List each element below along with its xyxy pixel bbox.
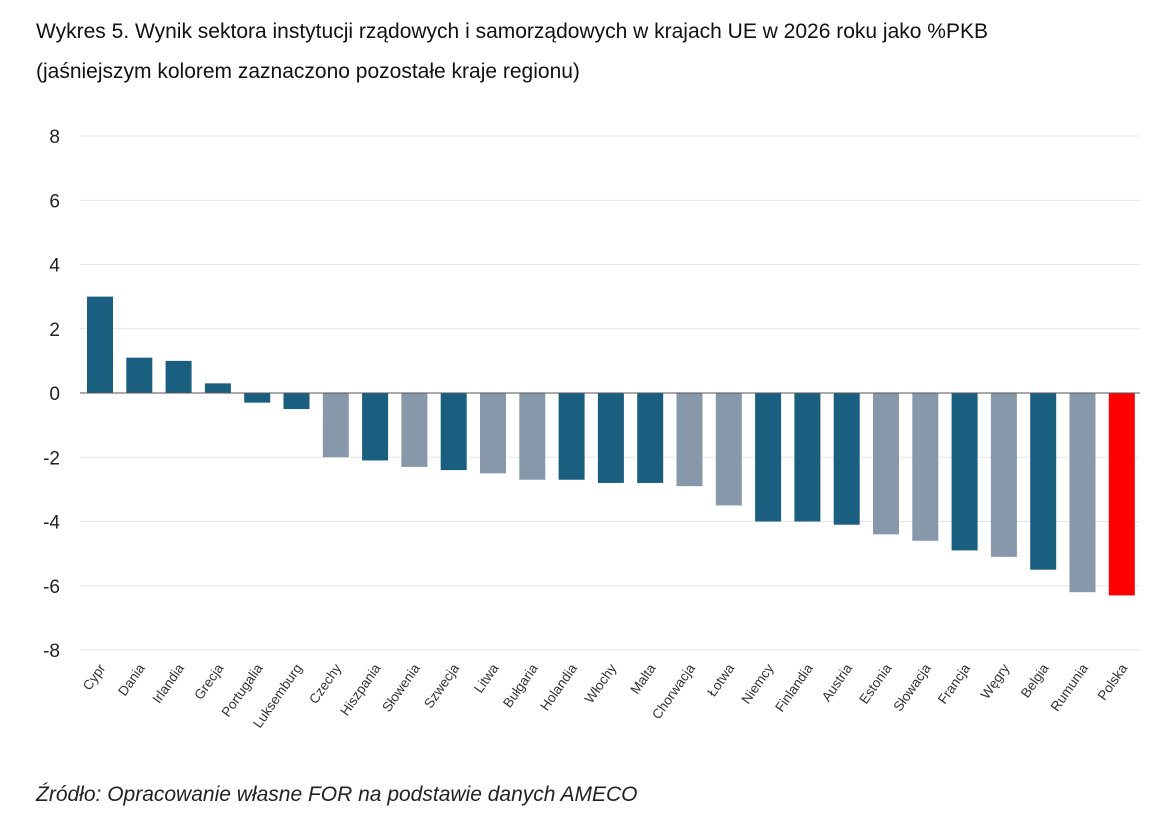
y-tick-label: 8 xyxy=(49,127,60,148)
bar-grecja xyxy=(204,383,231,393)
bar-malta xyxy=(637,393,664,483)
x-tick-label: Bułgaria xyxy=(500,661,541,711)
x-tick-label: Finlandia xyxy=(772,661,816,715)
bar-bułgaria xyxy=(519,393,546,480)
bar-holandia xyxy=(558,393,585,480)
bar-cypr xyxy=(87,296,113,393)
bar-szwecja xyxy=(440,393,467,471)
bar-chorwacja xyxy=(676,393,703,487)
source-note: Źródło: Opracowanie własne FOR na podsta… xyxy=(36,783,638,806)
bar-dania xyxy=(126,357,153,393)
chart-title: Wykres 5. Wynik sektora instytucji rządo… xyxy=(36,20,988,43)
x-tick-label: Litwa xyxy=(471,661,502,696)
x-tick-label: Austria xyxy=(819,661,856,704)
y-tick-label: 4 xyxy=(49,256,60,277)
bar-francja xyxy=(951,393,978,551)
x-tick-label: Węgry xyxy=(978,661,1013,702)
x-tick-label: Belgia xyxy=(1018,661,1052,701)
x-tick-label: Słowacja xyxy=(890,661,934,714)
bar-hiszpania xyxy=(362,393,389,461)
x-tick-label: Łotwa xyxy=(704,661,737,700)
bar-słowenia xyxy=(401,393,428,467)
y-tick-label: -2 xyxy=(43,448,60,469)
x-tick-label: Hiszpania xyxy=(337,661,384,719)
x-tick-label: Szwecja xyxy=(421,661,462,711)
x-tick-label: Cypr xyxy=(80,661,109,693)
bar-austria xyxy=(833,393,860,525)
x-tick-label: Holandia xyxy=(537,661,580,714)
bar-portugalia xyxy=(244,393,271,403)
bar-estonia xyxy=(873,393,899,535)
x-tick-label: Estonia xyxy=(856,661,894,707)
x-tick-label: Dania xyxy=(115,661,148,699)
bar-irlandia xyxy=(165,360,192,393)
bar-litwa xyxy=(480,393,506,474)
bar-włochy xyxy=(597,393,624,483)
y-tick-label: -8 xyxy=(43,641,60,662)
x-tick-label: Czechy xyxy=(306,661,344,707)
y-tick-label: -6 xyxy=(43,577,60,598)
x-tick-label: Polska xyxy=(1095,661,1131,703)
chart-subtitle: (jaśniejszym kolorem zaznaczono pozostał… xyxy=(36,60,580,83)
x-tick-label: Włochy xyxy=(582,661,620,706)
x-tick-label: Niemcy xyxy=(738,661,776,707)
x-tick-label: Rumunia xyxy=(1048,661,1092,714)
bar-finlandia xyxy=(794,393,821,522)
x-tick-label: Francja xyxy=(935,661,973,707)
y-tick-label: 0 xyxy=(49,384,60,405)
bar-łotwa xyxy=(715,393,742,506)
bar-węgry xyxy=(990,393,1017,557)
bar-rumunia xyxy=(1069,393,1096,593)
x-tick-label: Słowenia xyxy=(379,661,423,715)
bar-niemcy xyxy=(755,393,782,522)
x-tick-label: Malta xyxy=(627,661,659,697)
y-tick-label: -4 xyxy=(43,513,60,534)
bar-luksemburg xyxy=(283,393,310,410)
x-tick-label: Irlandia xyxy=(149,661,187,706)
x-tick-label: Grecja xyxy=(191,661,226,703)
y-tick-label: 2 xyxy=(49,320,60,341)
bar-słowacja xyxy=(912,393,939,541)
bar-czechy xyxy=(322,393,349,458)
y-tick-label: 6 xyxy=(49,191,60,212)
bar-belgia xyxy=(1030,393,1057,570)
bar-polska xyxy=(1108,393,1135,596)
